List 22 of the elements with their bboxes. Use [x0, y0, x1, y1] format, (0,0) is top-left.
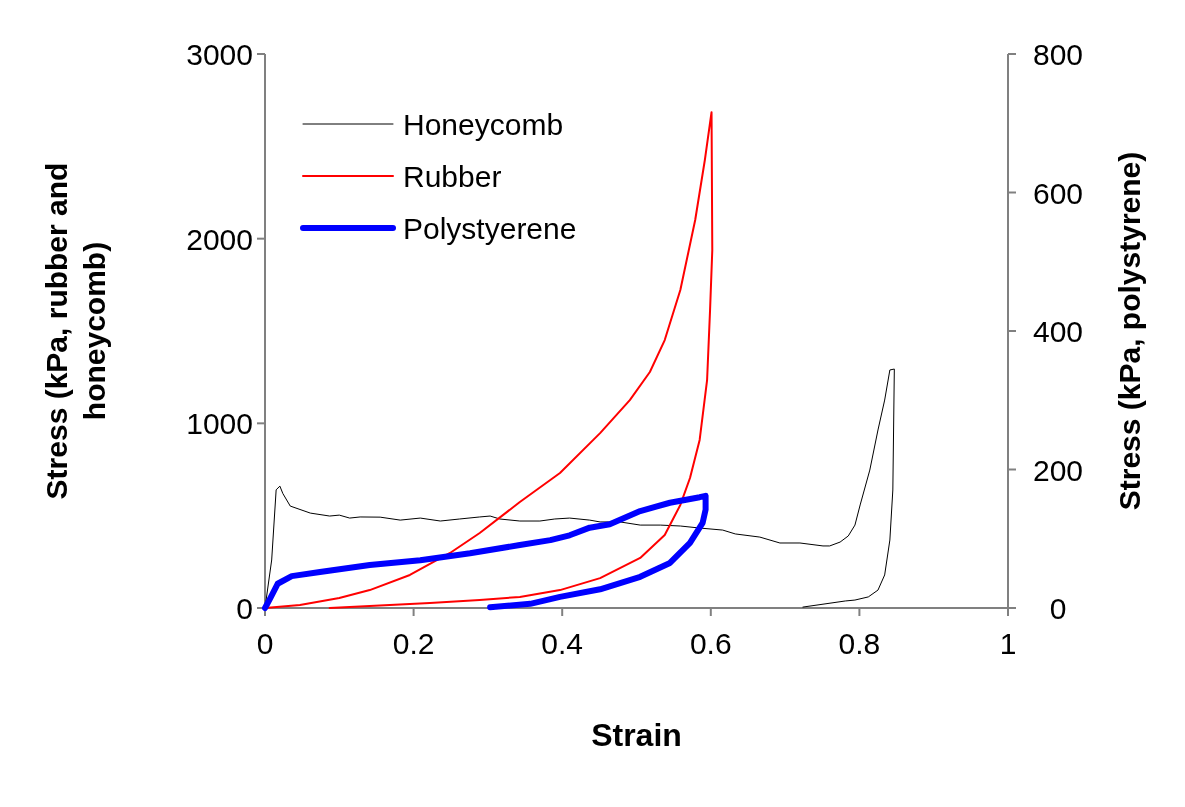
- x-tick-label: 0.8: [838, 627, 881, 660]
- legend-label: Honeycomb: [403, 108, 564, 141]
- y2-tick-label: 800: [1032, 38, 1084, 71]
- legend-label: Rubber: [403, 160, 502, 193]
- y2-axis-title: Stress (kPa, polystyrene): [1113, 151, 1146, 511]
- y-tick-label: 1000: [186, 407, 253, 441]
- x-tick-label: 1: [999, 627, 1017, 660]
- line-series: [264, 368, 895, 609]
- x-tick-label: 0: [256, 627, 274, 660]
- y2-tick-label: 0: [1049, 592, 1067, 625]
- x-tick-label: 0.6: [689, 627, 732, 660]
- y2-tick-label: 600: [1032, 176, 1084, 210]
- y-tick-label: 0: [236, 592, 253, 625]
- y-tick-label: 3000: [186, 38, 253, 71]
- y2-tick-label: 200: [1032, 453, 1084, 487]
- x-axis-title: Strain: [591, 717, 682, 753]
- y-axis-title: Stress (kPa, rubber and honeycomb): [40, 162, 111, 500]
- legend-label: Polystyerene: [403, 212, 577, 245]
- y2-tick-label: 400: [1032, 315, 1084, 348]
- y-tick-label: 2000: [186, 222, 253, 256]
- x-tick-label: 0.4: [541, 627, 584, 660]
- x-tick-label: 0.2: [392, 627, 435, 660]
